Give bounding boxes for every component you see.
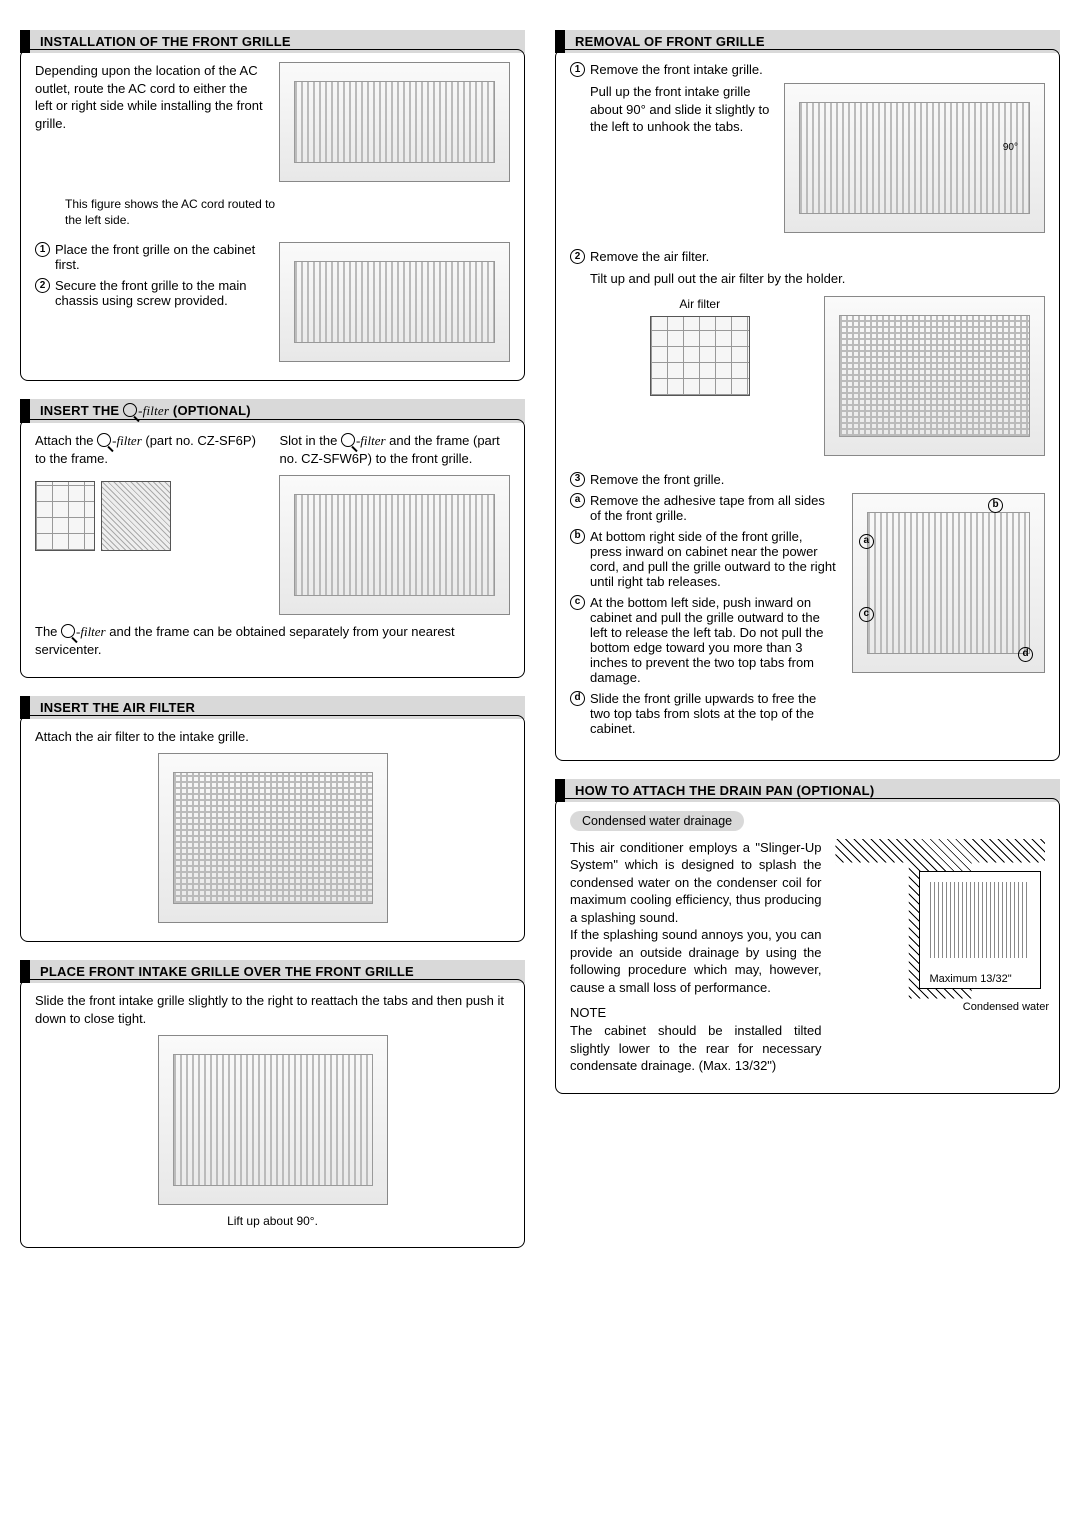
figure-drain-wall: Maximum 13/32" Condensed water bbox=[835, 839, 1045, 999]
callout-d-icon: d bbox=[1018, 647, 1033, 662]
removal-step-2-body: Tilt up and pull out the air filter by t… bbox=[590, 270, 1045, 288]
circled-1-icon: 1 bbox=[35, 242, 50, 257]
circled-2-icon: 2 bbox=[570, 249, 585, 264]
install-step-2: 2 Secure the front grille to the main ch… bbox=[35, 278, 265, 308]
condensed-water-label: Condensed water bbox=[963, 1001, 1049, 1013]
install-steps: 1 Place the front grille on the cabinet … bbox=[35, 242, 265, 314]
section-drain-pan: HOW TO ATTACH THE DRAIN PAN (OPTIONAL) C… bbox=[555, 779, 1060, 1094]
air-filter-label: Air filter bbox=[590, 296, 810, 312]
figure-remove-intake: 90° bbox=[784, 83, 1045, 233]
removal-step-3: 3 Remove the front grille. bbox=[570, 472, 1045, 487]
figure-air-filter-small: Air filter bbox=[590, 296, 810, 396]
fig-note-ac-cord: This figure shows the AC cord routed to … bbox=[65, 196, 285, 228]
ofilter-attach-text: Attach the -filter (part no. CZ-SF6P) to… bbox=[35, 432, 266, 467]
figure-ofilter-insert bbox=[279, 475, 511, 615]
section-removal: REMOVAL OF FRONT GRILLE 1 Remove the fro… bbox=[555, 30, 1060, 761]
removal-step-1: 1 Remove the front intake grille. bbox=[570, 62, 1045, 77]
ofilter-icon bbox=[61, 624, 75, 638]
angle-90-label: 90° bbox=[1003, 142, 1018, 153]
callout-b-icon: b bbox=[988, 498, 1003, 513]
figure-air-filter bbox=[158, 753, 388, 923]
circled-d-icon: d bbox=[570, 691, 585, 706]
install-intro: Depending upon the location of the AC ou… bbox=[35, 62, 265, 132]
ofilter-obtain-note: The -filter and the frame can be obtaine… bbox=[35, 623, 510, 658]
lift-90-caption: Lift up about 90°. bbox=[35, 1213, 510, 1229]
place-grille-text: Slide the front intake grille slightly t… bbox=[35, 992, 510, 1027]
figure-ac-cord bbox=[279, 62, 511, 182]
insert-air-text: Attach the air filter to the intake gril… bbox=[35, 728, 510, 746]
figure-close-grille bbox=[158, 1035, 388, 1205]
removal-step-1-body: Pull up the front intake grille about 90… bbox=[590, 83, 770, 136]
circled-b-icon: b bbox=[570, 529, 585, 544]
removal-step-3a: a Remove the adhesive tape from all side… bbox=[570, 493, 838, 523]
figure-remove-front-grille: b a c d bbox=[852, 493, 1045, 673]
ofilter-slot-text: Slot in the -filter and the frame (part … bbox=[280, 432, 511, 467]
removal-step-3c: c At the bottom left side, push inward o… bbox=[570, 595, 838, 685]
drain-p1: This air conditioner employs a "Slinger-… bbox=[570, 839, 821, 927]
install-step-1: 1 Place the front grille on the cabinet … bbox=[35, 242, 265, 272]
figure-remove-air-filter bbox=[824, 296, 1046, 456]
removal-step-2: 2 Remove the air filter. bbox=[570, 249, 1045, 264]
callout-a-icon: a bbox=[859, 534, 874, 549]
max-1332-label: Maximum 13/32" bbox=[926, 973, 1016, 985]
removal-step-3b: b At bottom right side of the front gril… bbox=[570, 529, 838, 589]
subhead-condensed: Condensed water drainage bbox=[570, 811, 744, 831]
section-insert-ofilter: INSERT THE -filter (OPTIONAL) Attach the… bbox=[20, 399, 525, 677]
ofilter-icon bbox=[123, 403, 137, 417]
circled-2-icon: 2 bbox=[35, 278, 50, 293]
section-installation: INSTALLATION OF THE FRONT GRILLE Dependi… bbox=[20, 30, 525, 381]
circled-c-icon: c bbox=[570, 595, 585, 610]
removal-step-3d: d Slide the front grille upwards to free… bbox=[570, 691, 838, 736]
circled-a-icon: a bbox=[570, 493, 585, 508]
drain-p2: If the splashing sound annoys you, you c… bbox=[570, 926, 821, 996]
circled-3-icon: 3 bbox=[570, 472, 585, 487]
circled-1-icon: 1 bbox=[570, 62, 585, 77]
drain-note: The cabinet should be installed tilted s… bbox=[570, 1022, 821, 1075]
figure-secure-grille bbox=[279, 242, 511, 362]
section-place-grille: PLACE FRONT INTAKE GRILLE OVER THE FRONT… bbox=[20, 960, 525, 1248]
section-insert-air-filter: INSERT THE AIR FILTER Attach the air fil… bbox=[20, 696, 525, 943]
ofilter-icon bbox=[341, 433, 355, 447]
drain-note-label: NOTE bbox=[570, 1004, 821, 1022]
figure-ofilter-frame bbox=[35, 475, 265, 551]
callout-c-icon: c bbox=[859, 607, 874, 622]
ofilter-icon bbox=[97, 433, 111, 447]
